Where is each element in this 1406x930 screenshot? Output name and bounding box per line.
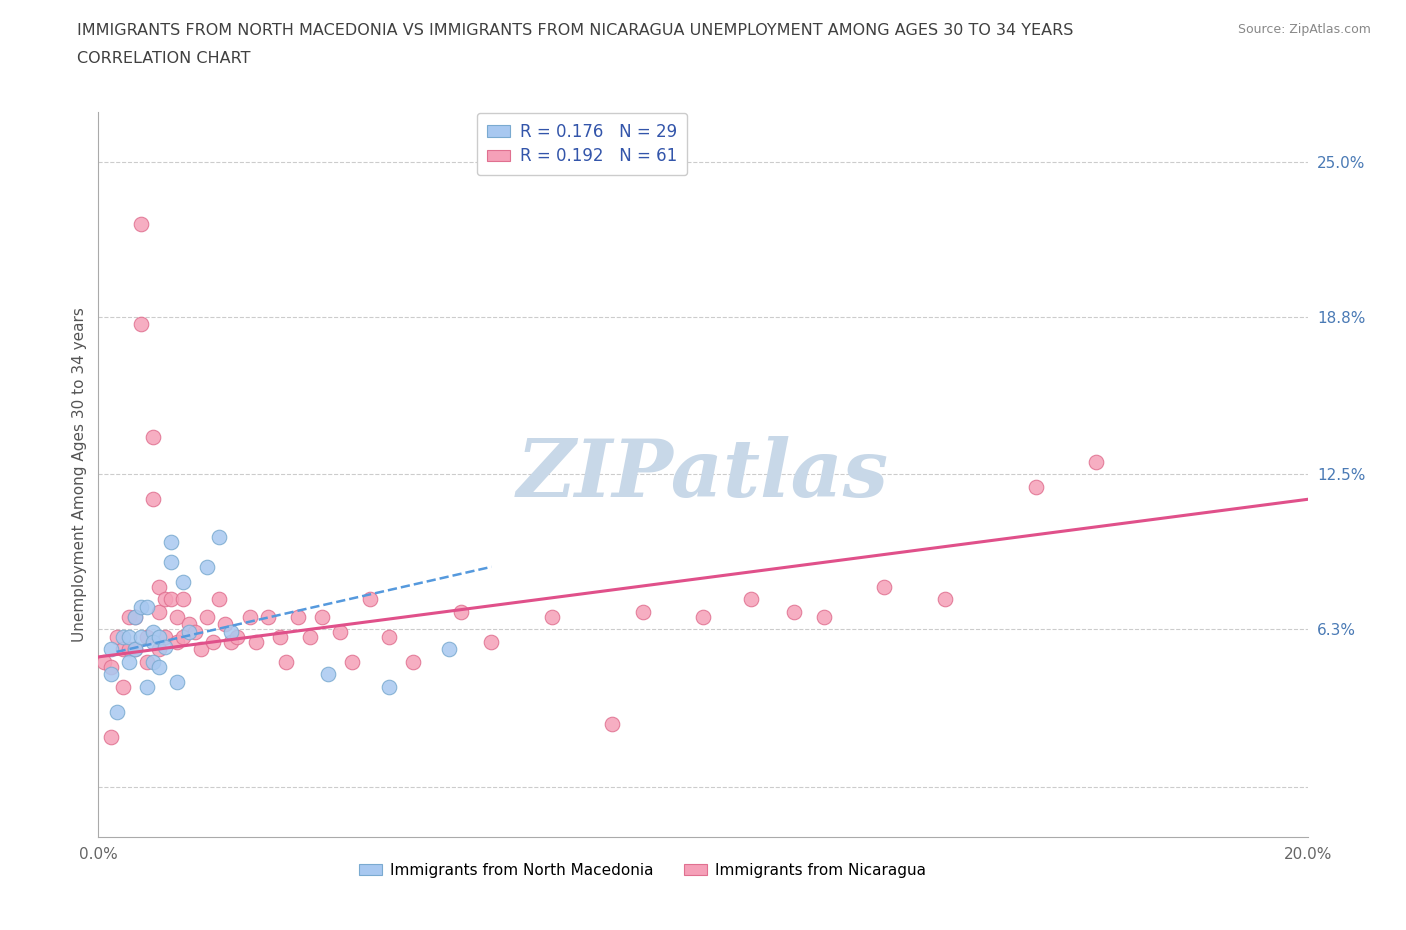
Point [214,617,236,631]
Point [124,609,146,624]
Point [740,591,762,606]
Point [118,642,141,657]
Point [287,609,309,624]
Point [166,674,188,689]
Point [221,624,243,639]
Point [135,680,157,695]
Point [202,634,225,649]
Point [540,609,562,624]
Point [342,655,364,670]
Point [142,634,165,649]
Point [172,591,194,606]
Y-axis label: Unemployment Among Ages 30 to 34 years: Unemployment Among Ages 30 to 34 years [72,307,87,642]
Point [148,630,170,644]
Point [269,630,291,644]
Point [274,655,297,670]
Point [105,705,128,720]
Point [481,634,503,649]
Point [1085,455,1108,470]
Point [129,317,152,332]
Point [148,642,170,657]
Point [256,609,278,624]
Text: CORRELATION CHART: CORRELATION CHART [77,51,250,66]
Text: IMMIGRANTS FROM NORTH MACEDONIA VS IMMIGRANTS FROM NICARAGUA UNEMPLOYMENT AMONG : IMMIGRANTS FROM NORTH MACEDONIA VS IMMIG… [77,23,1074,38]
Point [311,609,333,624]
Point [105,630,128,644]
Point [239,609,262,624]
Point [329,624,352,639]
Point [142,492,165,507]
Text: Source: ZipAtlas.com: Source: ZipAtlas.com [1237,23,1371,36]
Point [118,630,141,644]
Point [142,430,165,445]
Point [179,624,201,639]
Point [195,609,218,624]
Point [160,591,183,606]
Point [129,217,152,232]
Point [450,604,472,619]
Point [100,729,122,744]
Point [135,630,157,644]
Point [118,609,141,624]
Point [124,609,146,624]
Point [148,659,170,674]
Point [934,591,956,606]
Point [208,529,231,544]
Point [153,640,176,655]
Point [208,591,231,606]
Point [221,634,243,649]
Point [195,560,218,575]
Point [179,617,201,631]
Legend: Immigrants from North Macedonia, Immigrants from Nicaragua: Immigrants from North Macedonia, Immigra… [353,857,932,884]
Point [184,624,207,639]
Point [124,642,146,657]
Point [129,630,152,644]
Point [153,630,176,644]
Point [111,642,134,657]
Point [190,642,212,657]
Point [100,667,122,682]
Point [93,655,115,670]
Point [166,634,188,649]
Point [813,609,835,624]
Point [135,600,157,615]
Point [118,655,141,670]
Point [166,609,188,624]
Point [135,655,157,670]
Point [873,579,896,594]
Point [172,630,194,644]
Point [299,630,322,644]
Point [402,655,425,670]
Point [783,604,806,619]
Point [377,680,399,695]
Point [1024,479,1046,494]
Point [111,680,134,695]
Point [631,604,654,619]
Text: ZIPatlas: ZIPatlas [517,435,889,513]
Point [153,591,176,606]
Point [360,591,382,606]
Point [602,717,624,732]
Point [226,630,249,644]
Point [111,630,134,644]
Point [142,655,165,670]
Point [160,554,183,569]
Point [100,642,122,657]
Point [129,600,152,615]
Point [148,579,170,594]
Point [148,604,170,619]
Point [124,642,146,657]
Point [142,624,165,639]
Point [172,575,194,590]
Point [377,630,399,644]
Point [160,535,183,550]
Point [692,609,714,624]
Point [100,659,122,674]
Point [316,667,339,682]
Point [245,634,267,649]
Point [437,642,460,657]
